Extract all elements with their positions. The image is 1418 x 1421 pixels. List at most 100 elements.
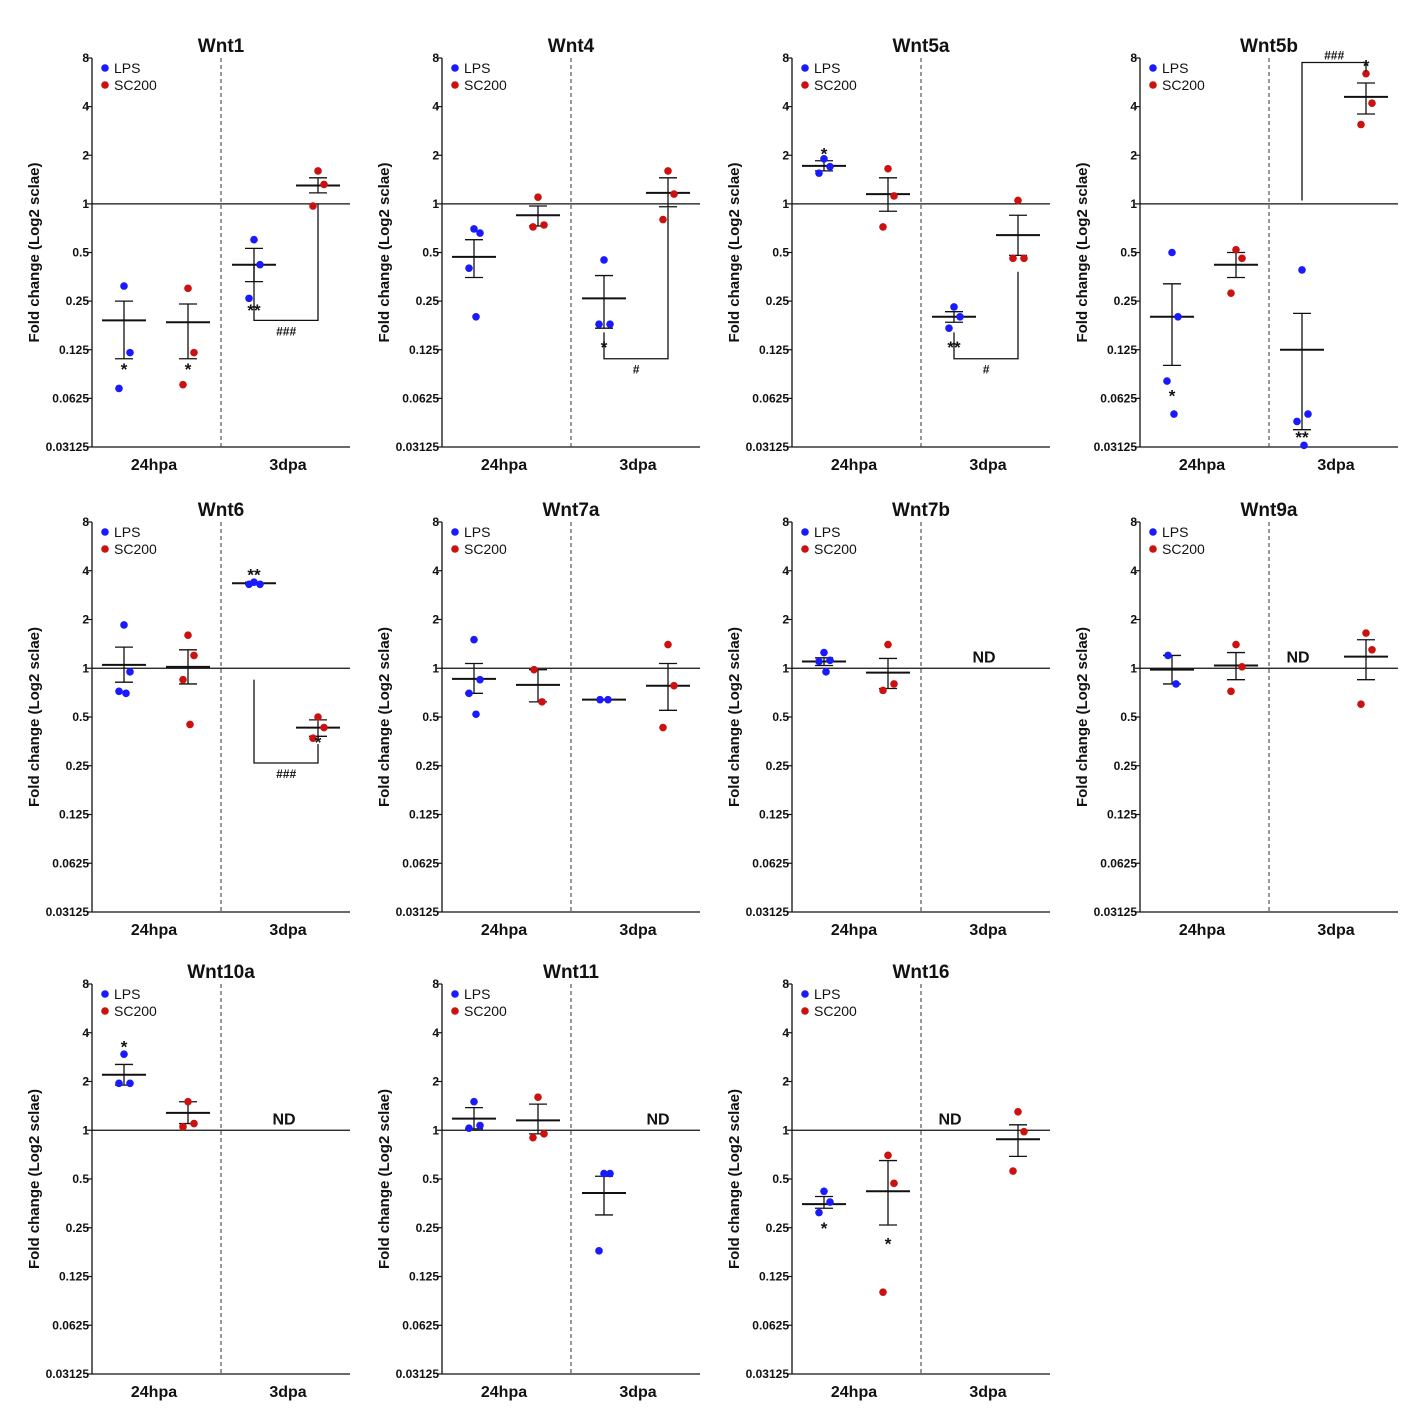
comparison-bracket — [1301, 61, 1367, 201]
data-point — [1362, 69, 1370, 78]
y-tick-label: 0.25 — [416, 759, 440, 773]
data-point — [815, 169, 823, 177]
y-tick-label: 0.5 — [1120, 710, 1137, 724]
y-tick-label: 2 — [782, 613, 789, 627]
panel-title: Wnt11 — [543, 962, 599, 983]
y-tick-label: 0.5 — [72, 710, 89, 724]
y-tick-label: 4 — [1130, 564, 1137, 578]
x-category-label: 3dpa — [619, 457, 656, 474]
y-tick-label: 4 — [432, 100, 439, 114]
data-point — [600, 1169, 608, 1178]
data-point — [126, 1079, 134, 1088]
legend-label: SC200 — [464, 77, 507, 93]
data-point — [826, 1198, 834, 1206]
data-point — [115, 1079, 123, 1088]
y-tick-label: 0.125 — [59, 808, 89, 822]
legend-marker — [801, 545, 809, 553]
y-tick-label: 0.125 — [409, 343, 439, 357]
y-axis-label: Fold change (Log2 sclae) — [376, 1089, 393, 1269]
y-tick-label: 0.25 — [766, 1221, 790, 1235]
y-tick-label: 2 — [782, 148, 789, 162]
y-tick-label: 1 — [82, 1123, 89, 1137]
legend-label: SC200 — [114, 541, 157, 557]
legend-label: SC200 — [114, 77, 157, 93]
data-point — [659, 215, 667, 224]
y-tick-label: 8 — [432, 515, 439, 529]
data-point — [1174, 312, 1182, 321]
x-category-label: 24hpa — [131, 1384, 177, 1401]
y-tick-label: 1 — [1130, 197, 1137, 211]
y-tick-label: 4 — [432, 1026, 439, 1040]
not-detected-label: ND — [938, 1111, 961, 1128]
data-point — [115, 384, 123, 393]
y-tick-label: 0.5 — [1120, 246, 1137, 260]
legend-label: LPS — [1162, 524, 1188, 540]
x-category-label: 3dpa — [969, 457, 1006, 474]
panel-title: Wnt1 — [198, 36, 245, 57]
panel-title: Wnt9a — [1241, 500, 1298, 521]
y-tick-label: 8 — [432, 51, 439, 65]
x-category-label: 24hpa — [131, 457, 177, 474]
y-tick-label: 0.5 — [772, 710, 789, 724]
panel-wnt10a: Wnt10a 8 4 2 1 0.5 0.25 0.125 0.0625 0.03125 Fold … — [26, 962, 350, 1401]
panel-wnt5a: Wnt5a 8 4 2 1 0.5 0.25 0.125 0.0625 0.03125 Fold c… — [726, 36, 1050, 474]
data-point — [879, 223, 887, 231]
y-tick-label: 1 — [782, 197, 789, 211]
legend-label: LPS — [814, 524, 840, 540]
y-tick-label: 0.03125 — [46, 905, 90, 919]
data-point — [186, 720, 194, 729]
x-category-label: 24hpa — [831, 1384, 877, 1401]
legend-label: SC200 — [464, 1003, 507, 1019]
data-point — [1357, 120, 1365, 129]
y-tick-label: 0.0625 — [1100, 856, 1137, 870]
data-point — [540, 1130, 548, 1138]
legend-label: LPS — [114, 60, 140, 76]
data-point — [1168, 248, 1176, 257]
data-point — [596, 695, 604, 704]
y-axis-label: Fold change (Log2 sclae) — [726, 1089, 743, 1269]
y-tick-label: 0.03125 — [396, 905, 440, 919]
data-point — [879, 1288, 887, 1296]
y-tick-label: 1 — [1130, 661, 1137, 675]
panel-title: Wnt7a — [543, 500, 600, 521]
y-tick-label: 2 — [1130, 148, 1137, 162]
legend-label: SC200 — [114, 1003, 157, 1019]
significance-marker: * — [121, 360, 128, 379]
data-point — [529, 223, 537, 231]
comparison-bracket — [253, 679, 319, 764]
y-axis-label: Fold change (Log2 sclae) — [376, 627, 393, 807]
y-tick-label: 0.125 — [59, 343, 89, 357]
legend-marker — [101, 990, 109, 998]
data-point — [945, 324, 953, 332]
y-tick-label: 0.125 — [409, 1270, 439, 1284]
data-point — [600, 256, 608, 264]
y-tick-label: 0.5 — [72, 1172, 89, 1186]
legend-label: SC200 — [814, 77, 857, 93]
data-point — [465, 1124, 473, 1132]
data-point — [1172, 680, 1180, 688]
x-category-label: 24hpa — [1179, 922, 1225, 939]
not-detected-label: ND — [972, 649, 995, 666]
y-tick-label: 2 — [782, 1075, 789, 1089]
y-tick-label: 2 — [432, 148, 439, 162]
data-point — [1009, 1167, 1017, 1175]
data-point — [826, 656, 834, 665]
y-tick-label: 8 — [1130, 51, 1137, 65]
x-category-label: 24hpa — [1179, 457, 1225, 474]
data-point — [184, 631, 192, 639]
y-tick-label: 8 — [782, 51, 789, 65]
legend-marker — [451, 1007, 459, 1015]
y-tick-label: 4 — [82, 100, 89, 114]
bracket-label: ### — [276, 324, 296, 338]
y-axis-label: Fold change (Log2 sclae) — [726, 162, 743, 342]
y-tick-label: 1 — [82, 661, 89, 675]
legend-marker — [451, 81, 459, 89]
y-tick-label: 0.0625 — [52, 391, 89, 405]
data-point — [890, 680, 898, 688]
y-axis-label: Fold change (Log2 sclae) — [376, 162, 393, 342]
data-point — [309, 202, 317, 210]
data-point — [472, 312, 480, 321]
data-point — [179, 675, 187, 684]
x-category-label: 3dpa — [619, 922, 656, 939]
legend-marker — [1149, 64, 1157, 72]
